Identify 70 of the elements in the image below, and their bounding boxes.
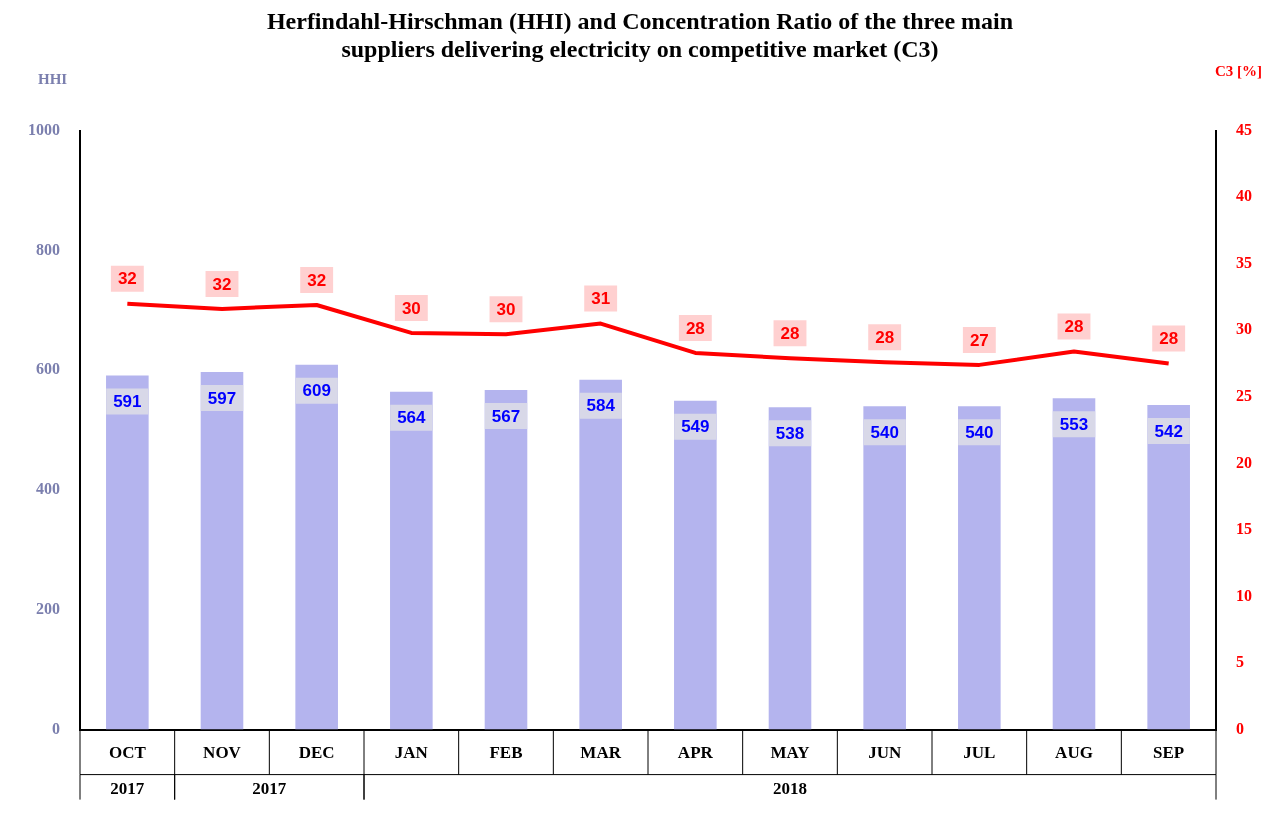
y-tick-label: 0 [52,719,60,737]
x-tick-label: FEB [489,743,523,763]
data-label: 553 [1059,415,1089,435]
text: 2017 [110,778,145,798]
data-label: 538 [775,424,805,444]
data-label: 567 [491,406,521,426]
data-label: 28 [685,318,705,338]
y2-tick-label: 0 [1236,719,1244,737]
bar [958,406,1001,730]
y2-tick-label: 20 [1236,453,1252,471]
y2-tick-label: 30 [1236,320,1252,338]
y2-tick-label: 5 [1236,653,1244,671]
x-tick-label: JUL [963,743,996,763]
bar [1147,404,1190,730]
bar [200,372,244,730]
bar [106,375,149,730]
x-tick-label: NOV [203,743,242,763]
x-tick-label: DEC [298,743,335,763]
y2-tick-label: 10 [1236,586,1252,604]
x-tick-label: SEP [1153,743,1185,763]
chart-title: Herfindahl-Hirschman (HHI) and Concentration Ratio of the three main suppliers delivering electricity on competitive market (C3) [266,7,1014,63]
x-tick-label: APR [677,743,714,763]
data-label: 32 [212,274,232,294]
bar [674,400,717,730]
bar [768,407,812,730]
data-label: 609 [302,381,331,401]
data-label: 31 [591,289,611,309]
y-tick-label: 400 [36,480,60,498]
text: 2018 [773,778,807,798]
data-label: 28 [875,327,895,347]
bar [390,391,433,730]
data-label: 27 [969,330,989,350]
y-tick-label: 1000 [28,120,60,138]
data-label: 28 [1159,329,1179,349]
bar [863,406,906,730]
data-label: 28 [1064,317,1084,337]
y2-tick-label: 45 [1236,120,1252,138]
data-label: 540 [870,422,899,442]
text: 2017 [252,778,287,798]
x-tick-label: MAY [770,743,810,763]
x-tick-label: OCT [108,743,147,763]
data-label: 584 [586,396,616,416]
y-axis-title: HHI [38,71,68,88]
data-label: 32 [117,269,137,289]
y-tick-label: 800 [36,240,60,258]
x-tick-label: AUG [1055,743,1093,763]
y2-tick-label: 40 [1236,187,1252,205]
data-label: 564 [397,408,427,428]
x-tick-label: JUN [868,743,902,763]
y-tick-label: 200 [36,599,60,617]
bar [484,389,528,730]
data-label: 591 [113,392,142,412]
data-label: 32 [307,270,327,290]
x-tick-label: JAN [394,743,429,763]
data-label: 30 [496,299,516,319]
y2-tick-label: 15 [1236,520,1252,538]
y-tick-label: 600 [36,360,60,378]
data-label: 28 [780,323,800,343]
data-label: 542 [1154,421,1183,441]
data-label: 549 [681,417,710,437]
y2-axis-title: C3 [%] [1214,63,1262,80]
y2-tick-label: 35 [1236,253,1252,271]
bar [1052,398,1096,730]
bar [295,364,338,730]
y2-tick-label: 25 [1236,386,1252,404]
data-label: 30 [401,298,421,318]
data-label: 540 [965,422,994,442]
x-tick-label: MAR [580,743,622,763]
data-label: 597 [207,388,237,408]
bar [579,379,622,730]
